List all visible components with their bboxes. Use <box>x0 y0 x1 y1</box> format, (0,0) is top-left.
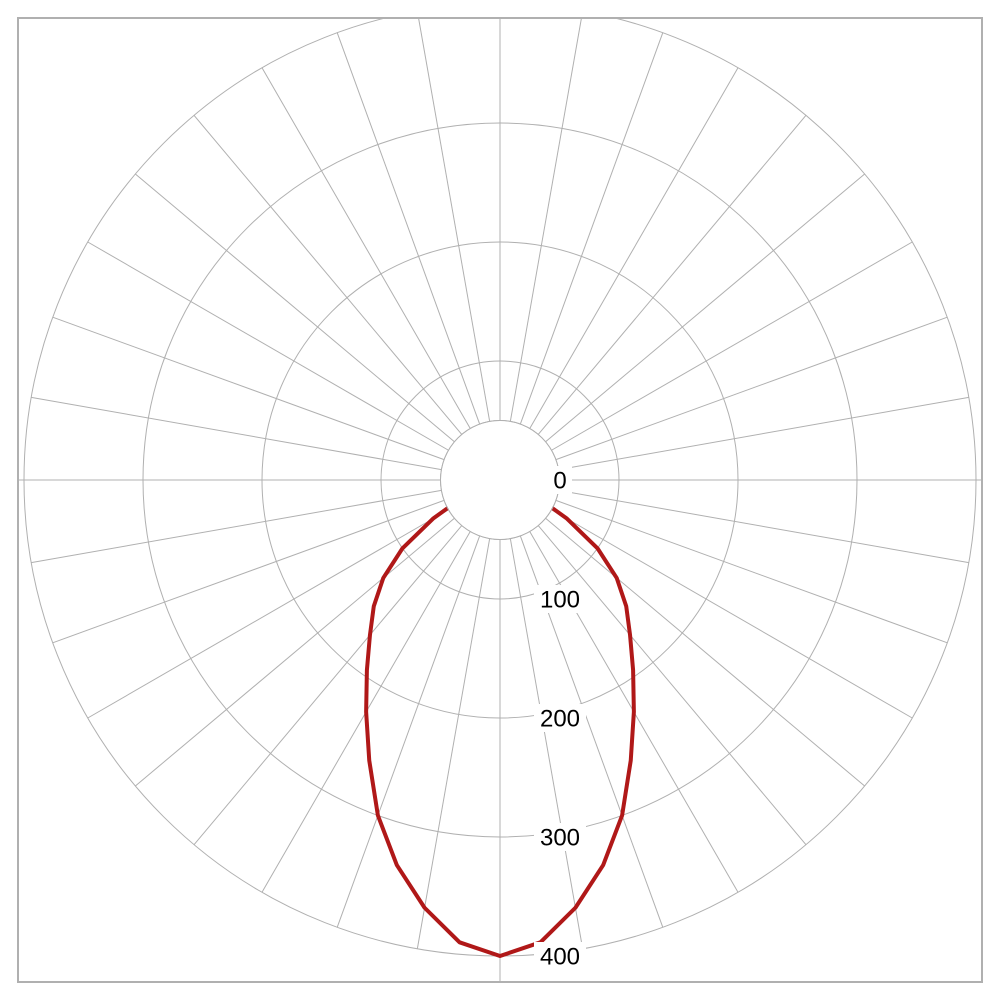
grid-spoke <box>135 518 454 786</box>
polar-chart: 0 100 200 300 400 <box>0 0 1000 1000</box>
grid-spoke <box>538 115 806 434</box>
grid-spoke <box>337 536 479 927</box>
grid-spoke <box>552 510 913 718</box>
grid-spoke <box>530 68 738 429</box>
tick-label: 0 <box>553 467 566 494</box>
grid-spoke <box>88 242 449 450</box>
grid-spoke <box>556 317 947 459</box>
tick-label: 200 <box>540 705 580 732</box>
grid-spoke <box>135 174 454 442</box>
grid-spoke <box>510 11 582 421</box>
grid-spoke <box>559 490 969 562</box>
grid-spoke <box>88 510 449 718</box>
grid-spoke <box>552 242 913 450</box>
grid-spoke <box>538 526 806 845</box>
grid-spoke <box>262 68 470 429</box>
tick-label: 100 <box>540 586 580 613</box>
grid-spoke <box>520 33 662 424</box>
grid-spoke <box>53 317 444 459</box>
grid-spoke <box>194 526 462 845</box>
polar-svg: 0 100 200 300 400 <box>0 0 1000 1000</box>
grid-spoke <box>417 11 489 421</box>
grid-spoke <box>546 518 865 786</box>
tick-labels: 0 100 200 300 400 <box>534 466 586 970</box>
grid-spoke <box>194 115 462 434</box>
grid-spoke <box>546 174 865 442</box>
grid <box>18 4 982 982</box>
grid-spoke <box>559 397 969 469</box>
grid-spoke <box>337 33 479 424</box>
grid-spoke <box>31 397 441 469</box>
grid-spoke <box>31 490 441 562</box>
tick-label: 400 <box>540 943 580 970</box>
tick-label: 300 <box>540 824 580 851</box>
inner-blank-fill <box>441 421 559 539</box>
grid-spoke <box>417 539 489 949</box>
